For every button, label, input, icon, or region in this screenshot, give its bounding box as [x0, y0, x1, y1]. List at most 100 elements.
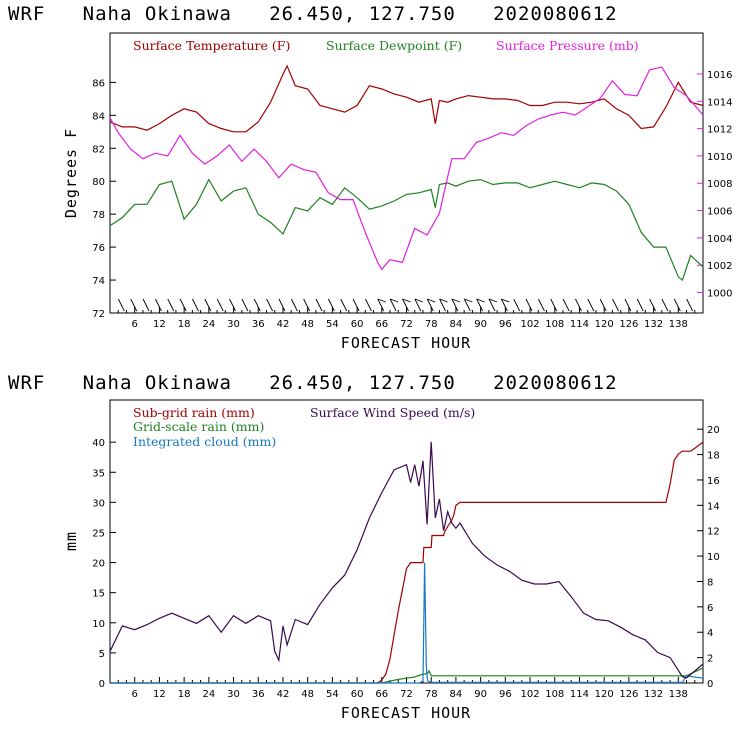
- x-tick-label: 96: [499, 319, 512, 330]
- y-tick-label: 86: [92, 78, 105, 89]
- series-line-surface-temperature-f: [109, 64, 704, 133]
- wind-barb: [253, 298, 261, 312]
- x-tick-label: 84: [450, 319, 463, 330]
- wind-barb: [155, 298, 162, 312]
- y-right-tick-label: 1008: [707, 179, 732, 190]
- chart1-legend-dewpoint: Surface Dewpoint (F): [326, 38, 462, 53]
- y-right-tick-label: 20: [707, 425, 720, 436]
- x-tick-label: 90: [474, 689, 487, 700]
- chart2-x-axis: 6 12 18 24 30 36 42 48 54 60 66 72 78 84 90 96 102 108 114…: [117, 677, 696, 700]
- chart2-legend-subgrid-rain: Sub-grid rain (mm): [133, 405, 255, 420]
- wind-barb: [290, 298, 298, 312]
- chart1-wind-barbs: [117, 298, 694, 312]
- x-tick-label: 18: [178, 689, 191, 700]
- x-tick-label: 18: [178, 319, 191, 330]
- x-tick-label: 24: [202, 319, 215, 330]
- y-tick-label: 72: [92, 309, 105, 320]
- y-tick-label: 74: [92, 276, 105, 287]
- x-tick-label: 60: [351, 319, 364, 330]
- y-right-tick-label: 1000: [707, 289, 732, 300]
- x-tick-label: 30: [227, 689, 240, 700]
- wind-barb: [278, 298, 286, 312]
- wind-barb: [167, 298, 175, 312]
- wind-barb-flag: [488, 298, 498, 303]
- series-line-sub-grid-rain-mm: [110, 441, 704, 684]
- chart2-y-axis-right: 0 2 4 6 8 10 12 14 16 18 20: [697, 425, 720, 690]
- wind-barb-flag: [464, 298, 473, 303]
- y-tick-label: 35: [92, 468, 105, 479]
- wind-barb: [266, 298, 274, 312]
- wind-barb: [179, 298, 187, 312]
- wind-barb-flag: [439, 298, 448, 303]
- wind-barb-flag: [451, 298, 461, 303]
- x-tick-label: 132: [644, 319, 663, 330]
- wind-barb: [587, 298, 595, 312]
- y-tick-label: 20: [92, 559, 105, 570]
- chart1-y-axis-left: 72 74 76 78 80 82 84 86: [92, 78, 116, 320]
- x-tick-label: 54: [326, 319, 339, 330]
- x-tick-label: 96: [499, 689, 512, 700]
- wind-barb-flag: [414, 298, 424, 303]
- y-tick-label: 25: [92, 528, 105, 539]
- x-tick-label: 132: [644, 689, 663, 700]
- wind-barb: [513, 298, 521, 312]
- chart1-legend-pressure: Surface Pressure (mb): [496, 38, 639, 53]
- chart2-legend-gridscale-rain: Grid-scale rain (mm): [133, 419, 264, 434]
- x-tick-label: 102: [520, 689, 539, 700]
- y-tick-label: 76: [92, 243, 105, 254]
- wind-barb: [686, 298, 694, 312]
- x-tick-label: 66: [375, 319, 388, 330]
- y-tick-label: 0: [99, 679, 105, 690]
- wind-barb: [352, 298, 360, 312]
- wind-barb: [451, 298, 459, 312]
- wind-barb: [525, 298, 533, 312]
- wind-barb-flag: [476, 298, 485, 303]
- chart2-legend-integrated-cloud: Integrated cloud (mm): [133, 434, 276, 449]
- x-tick-label: 42: [277, 689, 290, 700]
- wind-barb: [303, 298, 311, 312]
- chart1-x-axis-label: FORECAST HOUR: [341, 334, 471, 352]
- x-tick-label: 120: [595, 319, 614, 330]
- x-tick-label: 54: [326, 689, 339, 700]
- x-tick-label: 6: [132, 689, 138, 700]
- y-right-tick-label: 10: [707, 552, 720, 563]
- y-right-tick-label: 1016: [707, 70, 732, 81]
- y-tick-label: 15: [92, 589, 105, 600]
- wind-barb: [365, 298, 372, 312]
- series-line-surface-pressure-mb: [109, 66, 704, 271]
- wind-barb: [142, 298, 150, 312]
- wind-barb: [130, 298, 138, 312]
- x-tick-label: 102: [520, 319, 539, 330]
- x-tick-label: 36: [252, 319, 265, 330]
- y-tick-label: 80: [92, 177, 105, 188]
- x-tick-label: 126: [619, 319, 638, 330]
- series-line-surface-wind-speed-m-s: [109, 441, 704, 679]
- wind-barb: [599, 298, 607, 312]
- x-tick-label: 84: [450, 689, 463, 700]
- wind-barb: [649, 298, 656, 312]
- y-right-tick-label: 6: [707, 603, 713, 614]
- wind-barb: [414, 298, 422, 312]
- series-line-surface-dewpoint-f: [109, 178, 704, 282]
- wind-barb-flag: [402, 298, 411, 303]
- chart1-x-axis: 6 12 18 24 30 36 42 48 54 60 66 72 78 84 90 96 102 108 114…: [117, 307, 696, 330]
- x-tick-label: 114: [570, 689, 589, 700]
- wind-barb: [636, 298, 644, 312]
- x-tick-label: 42: [277, 319, 290, 330]
- x-tick-label: 30: [227, 319, 240, 330]
- wind-barb: [426, 298, 434, 312]
- y-tick-label: 30: [92, 498, 105, 509]
- x-tick-label: 12: [153, 689, 166, 700]
- y-right-tick-label: 14: [707, 501, 720, 512]
- y-tick-label: 10: [92, 619, 105, 630]
- y-right-tick-label: 1006: [707, 207, 732, 218]
- chart2-y-axis-label: mm: [62, 531, 80, 551]
- chart2-x-axis-label: FORECAST HOUR: [341, 704, 471, 722]
- y-right-tick-label: 1014: [707, 97, 732, 108]
- x-tick-label: 138: [669, 689, 688, 700]
- y-right-tick-label: 18: [707, 451, 720, 462]
- chart1-plot-frame: [109, 32, 704, 314]
- wind-barb: [241, 298, 249, 312]
- x-tick-label: 48: [301, 689, 314, 700]
